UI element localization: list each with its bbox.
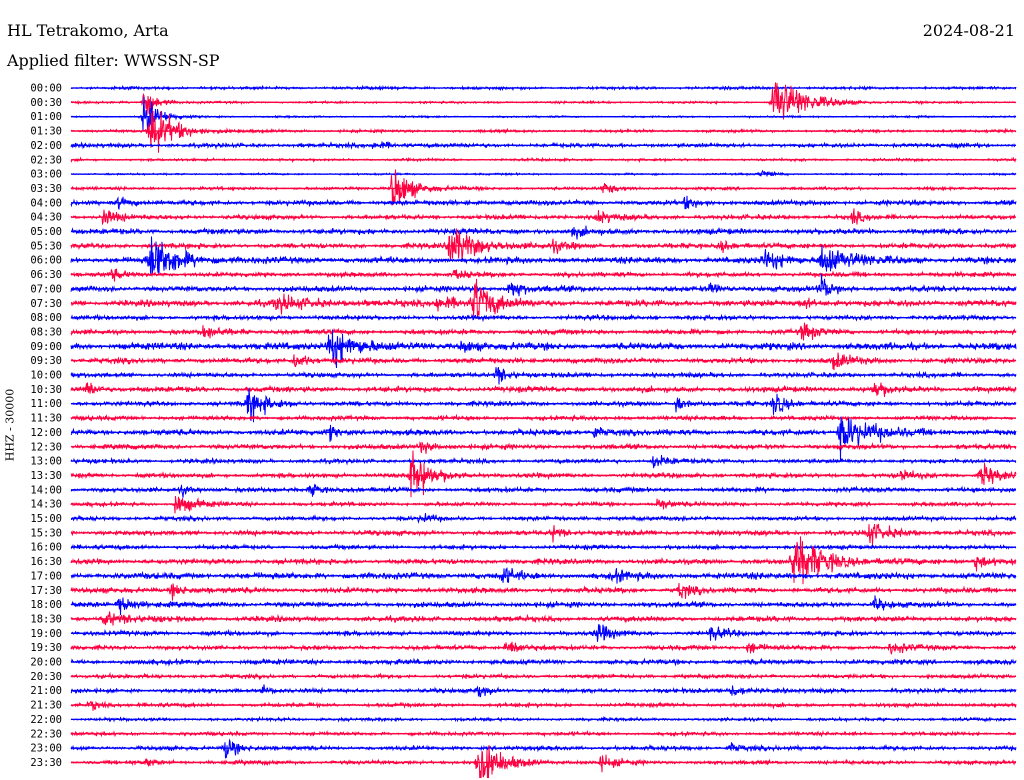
row-time-label: 01:30 xyxy=(30,126,62,138)
row-time-label: 17:30 xyxy=(30,585,62,597)
row-time-label: 02:00 xyxy=(30,140,62,152)
row-time-label: 02:30 xyxy=(30,154,62,166)
row-time-label: 04:30 xyxy=(30,212,62,224)
row-time-label: 04:00 xyxy=(30,197,62,209)
row-time-label: 15:30 xyxy=(30,527,62,539)
row-time-label: 00:30 xyxy=(30,97,62,109)
row-time-label: 10:30 xyxy=(30,384,62,396)
row-time-label: 03:30 xyxy=(30,183,62,195)
row-time-label: 16:00 xyxy=(30,542,62,554)
trace-2130 xyxy=(70,700,1017,711)
trace-0730 xyxy=(70,278,1017,319)
row-time-label: 00:00 xyxy=(30,83,62,95)
row-time-label: 19:00 xyxy=(30,628,62,640)
trace-1700 xyxy=(70,567,1017,584)
trace-0530 xyxy=(70,228,1017,261)
row-time-label: 12:30 xyxy=(30,441,62,453)
trace-0600 xyxy=(70,236,1017,276)
row-time-label: 05:30 xyxy=(30,240,62,252)
trace-1000 xyxy=(70,366,1017,385)
row-time-label: 06:30 xyxy=(30,269,62,281)
row-time-label: 06:00 xyxy=(30,255,62,267)
row-time-label: 14:30 xyxy=(30,499,62,511)
trace-0200 xyxy=(70,141,1017,150)
row-time-label: 23:30 xyxy=(30,757,62,769)
row-time-label: 20:00 xyxy=(30,657,62,669)
row-time-label: 19:30 xyxy=(30,642,62,654)
station-title: HL Tetrakomo, Arta xyxy=(7,21,169,40)
trace-0930 xyxy=(70,352,1017,371)
row-time-label: 14:00 xyxy=(30,484,62,496)
row-time-label: 08:00 xyxy=(30,312,62,324)
trace-1200 xyxy=(70,416,1017,462)
row-time-label: 01:00 xyxy=(30,111,62,123)
row-time-label: 18:00 xyxy=(30,599,62,611)
row-time-label: 10:00 xyxy=(30,370,62,382)
row-time-label: 08:30 xyxy=(30,326,62,338)
trace-1230 xyxy=(70,441,1017,454)
trace-0700 xyxy=(70,273,1017,297)
trace-1100 xyxy=(70,388,1017,423)
trace-1830 xyxy=(70,611,1017,626)
trace-1500 xyxy=(70,513,1017,524)
row-time-label: 18:30 xyxy=(30,613,62,625)
row-time-label: 21:00 xyxy=(30,685,62,697)
trace-2300 xyxy=(70,738,1017,759)
row-time-label: 07:30 xyxy=(30,298,62,310)
row-time-label: 05:00 xyxy=(30,226,62,238)
row-time-label: 12:00 xyxy=(30,427,62,439)
row-time-label: 23:00 xyxy=(30,743,62,755)
row-time-label: 03:00 xyxy=(30,169,62,181)
row-time-label: 09:30 xyxy=(30,355,62,367)
row-time-label: 16:30 xyxy=(30,556,62,568)
trace-0500 xyxy=(70,225,1017,240)
trace-1730 xyxy=(70,582,1017,601)
row-time-label: 11:00 xyxy=(30,398,62,410)
row-time-label: 22:30 xyxy=(30,728,62,740)
row-time-label: 22:00 xyxy=(30,714,62,726)
filter-label: Applied filter: WWSSN-SP xyxy=(7,51,220,70)
row-time-label: 17:00 xyxy=(30,570,62,582)
row-time-label: 20:30 xyxy=(30,671,62,683)
row-time-label: 15:00 xyxy=(30,513,62,525)
date-label: 2024-08-21 xyxy=(922,21,1015,40)
row-time-label: 13:00 xyxy=(30,456,62,468)
row-time-label: 21:30 xyxy=(30,700,62,712)
row-time-label: 11:30 xyxy=(30,413,62,425)
row-time-label: 07:00 xyxy=(30,283,62,295)
trace-1530 xyxy=(70,523,1017,546)
trace-1400 xyxy=(70,483,1016,498)
row-time-label: 13:30 xyxy=(30,470,62,482)
row-time-label: 09:00 xyxy=(30,341,62,353)
